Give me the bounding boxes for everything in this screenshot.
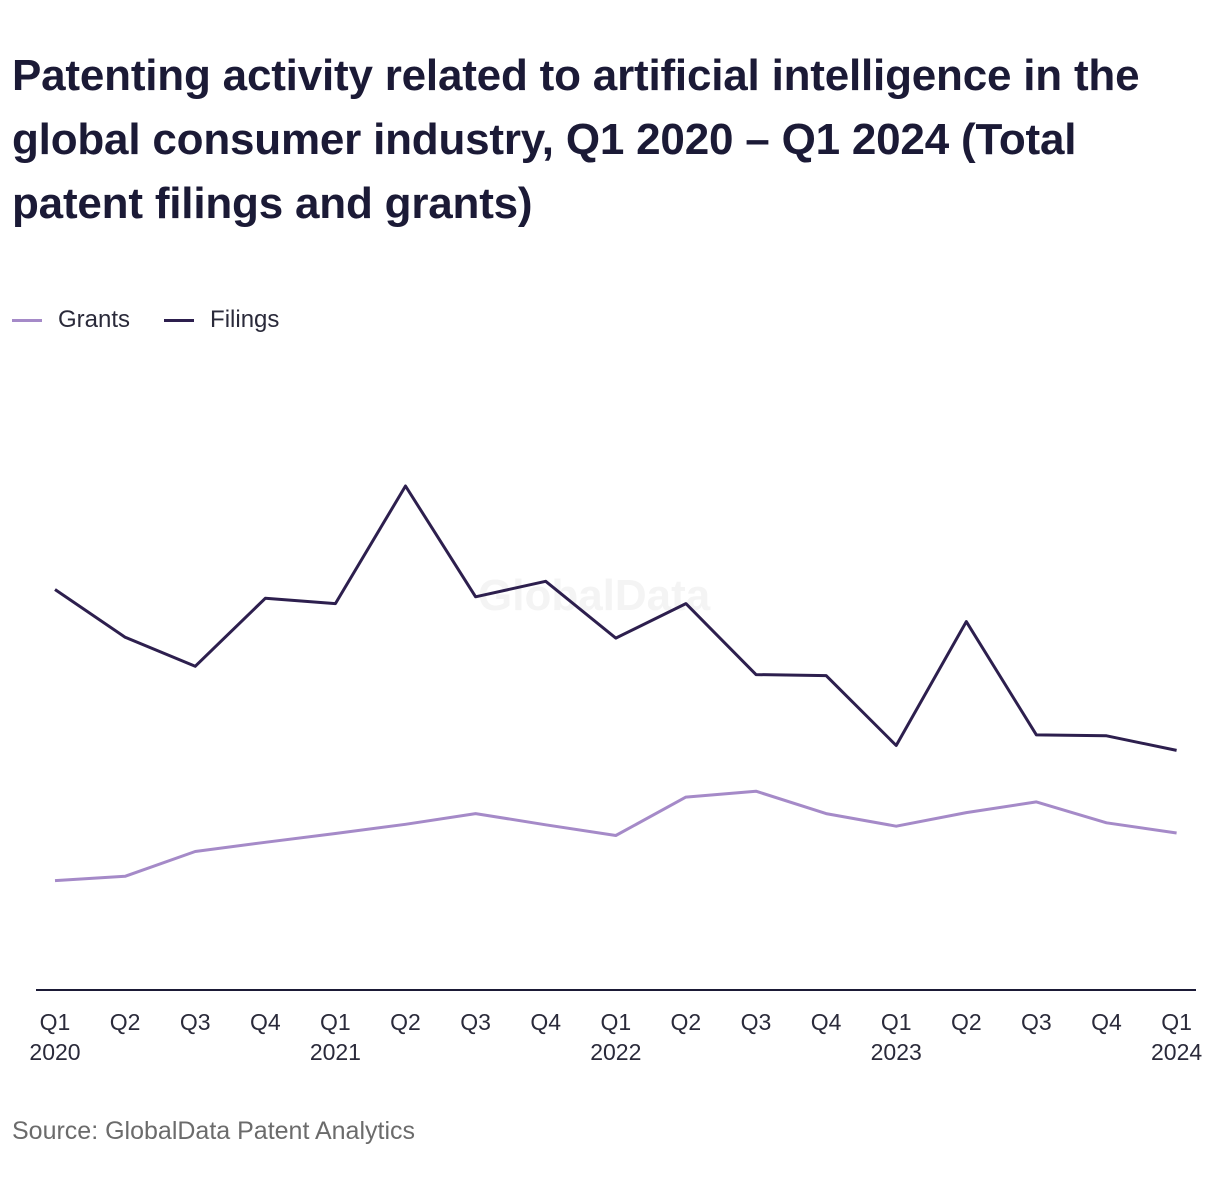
x-tick-label: Q3 <box>460 1009 491 1035</box>
x-tick-year-label: 2021 <box>310 1039 361 1065</box>
x-tick-label: Q1 <box>1161 1009 1192 1035</box>
source-note: Source: GlobalData Patent Analytics <box>12 1117 416 1145</box>
x-axis-ticks: Q1 2020 Q2 Q3 Q4 Q1 2021 Q2 Q3 Q4 Q1 2022 Q2 Q3 Q4 Q1 20… <box>29 1009 1202 1065</box>
x-tick-label: Q4 <box>250 1009 281 1035</box>
x-tick-label: Q2 <box>671 1009 702 1035</box>
x-tick-year-label: 2022 <box>590 1039 641 1065</box>
x-tick-label: Q1 <box>320 1009 351 1035</box>
line-chart: GlobalData Q1 2020 Q2 Q3 Q4 Q1 2021 Q2 Q3 Q4 Q1 202… <box>29 484 1202 1065</box>
x-tick-label: Q3 <box>741 1009 772 1035</box>
x-tick-label: Q4 <box>530 1009 561 1035</box>
watermark: GlobalData <box>478 571 711 620</box>
x-tick-label: Q4 <box>1091 1009 1122 1035</box>
x-tick-label: Q3 <box>1021 1009 1052 1035</box>
chart-legend: Grants Filings <box>12 306 313 334</box>
x-tick-year-label: 2024 <box>1151 1039 1202 1065</box>
x-tick-year-label: 2020 <box>29 1039 80 1065</box>
legend-swatch-filings <box>164 318 195 322</box>
x-tick-label: Q4 <box>811 1009 842 1035</box>
x-tick-label: Q3 <box>180 1009 211 1035</box>
series-layer <box>54 484 1177 883</box>
legend-label-filings: Filings <box>210 306 280 333</box>
chart-title: Patenting activity related to artificial… <box>12 51 1140 228</box>
legend-item-grants: Grants <box>12 306 130 334</box>
x-tick-label: Q1 <box>600 1009 631 1035</box>
legend-item-filings: Filings <box>164 306 279 334</box>
x-tick-label: Q2 <box>390 1009 421 1035</box>
legend-swatch-grants <box>12 318 42 322</box>
x-tick-label: Q1 <box>881 1009 912 1035</box>
x-tick-year-label: 2023 <box>871 1039 922 1065</box>
series-line-filings <box>54 484 1177 752</box>
series-line-grants <box>54 789 1177 883</box>
x-tick-label: Q1 <box>40 1009 71 1035</box>
x-tick-label: Q2 <box>110 1009 141 1035</box>
legend-label-grants: Grants <box>58 306 131 333</box>
x-tick-label: Q2 <box>951 1009 982 1035</box>
